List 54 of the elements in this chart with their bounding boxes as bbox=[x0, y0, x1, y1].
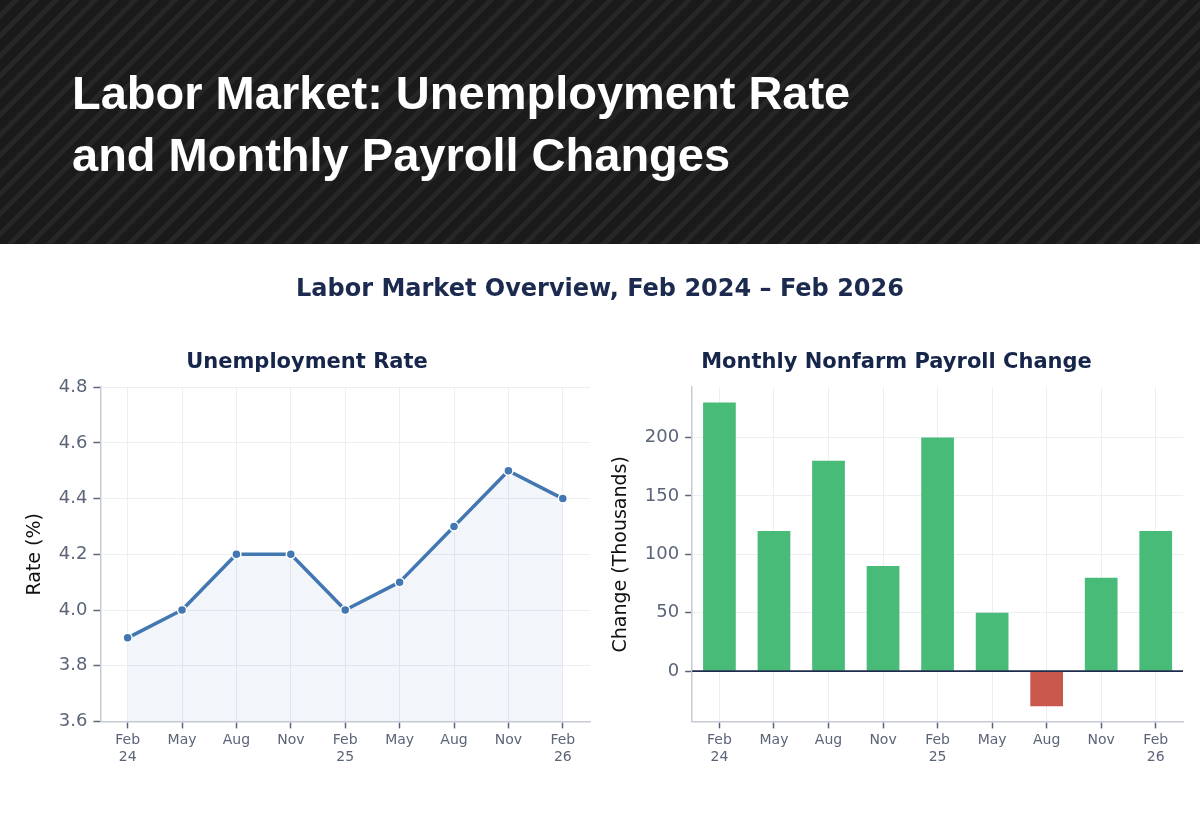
chart-title: Monthly Nonfarm Payroll Change bbox=[701, 349, 1092, 374]
y-tick-label: 4.0 bbox=[58, 597, 88, 619]
x-tick-label: Feb 26 bbox=[1143, 731, 1169, 765]
text: Labor Market: Unemployment Rate and Monthly Payroll Changes bbox=[72, 65, 852, 183]
point bbox=[122, 632, 133, 644]
y-tick-label: 4.4 bbox=[58, 486, 88, 508]
x-tick-label: May bbox=[385, 731, 415, 748]
bar bbox=[757, 530, 791, 671]
x-tick-label: Aug bbox=[1032, 731, 1061, 748]
bar bbox=[1030, 671, 1064, 707]
x-tick-label: May bbox=[977, 731, 1007, 748]
x-tick-label: Nov bbox=[1087, 731, 1115, 748]
x-tick-label: Aug bbox=[440, 731, 468, 748]
x-tick-label: May bbox=[759, 731, 789, 748]
point bbox=[339, 604, 351, 616]
y-tick-label: 3.6 bbox=[58, 709, 88, 731]
x-tick-label: Aug bbox=[222, 731, 251, 748]
x-tick-label: Feb 25 bbox=[332, 731, 358, 765]
x-tick-label: Feb 24 bbox=[707, 731, 732, 765]
bar bbox=[921, 437, 954, 671]
x-tick-label: Feb 25 bbox=[925, 731, 951, 765]
y-tick-label: 50 bbox=[656, 600, 680, 622]
y-tick-label: 4.6 bbox=[58, 430, 88, 452]
y-tick-label: 3.8 bbox=[58, 653, 88, 675]
point bbox=[285, 549, 297, 560]
text: Labor Market Overview, Feb 2024 – Feb 2026 bbox=[295, 273, 905, 304]
y-tick-label: 4.8 bbox=[58, 374, 88, 396]
x-tick-label: Aug bbox=[814, 731, 843, 748]
point bbox=[176, 604, 188, 616]
x-tick-label: Feb 26 bbox=[550, 731, 576, 765]
point bbox=[448, 521, 460, 532]
chart-title: Unemployment Rate bbox=[186, 349, 428, 374]
bar bbox=[812, 460, 845, 671]
bar bbox=[1139, 530, 1173, 671]
y-tick-label: 100 bbox=[644, 541, 680, 563]
bar bbox=[975, 612, 1009, 671]
bar bbox=[703, 402, 736, 671]
point bbox=[503, 465, 514, 476]
y-axis-title: Rate (%) bbox=[22, 513, 45, 596]
point bbox=[557, 493, 569, 504]
point bbox=[394, 576, 405, 588]
bar bbox=[866, 565, 900, 671]
x-tick-label: Nov bbox=[277, 731, 305, 748]
y-axis-title: Change (Thousands) bbox=[608, 456, 631, 653]
x-tick-label: May bbox=[167, 731, 197, 748]
y-tick-label: 4.2 bbox=[58, 541, 88, 563]
x-tick-label: Nov bbox=[869, 731, 897, 748]
x-tick-label: Feb 24 bbox=[115, 731, 141, 765]
x-tick-label: Nov bbox=[494, 731, 523, 748]
y-tick-label: 150 bbox=[644, 483, 680, 505]
bar bbox=[1084, 577, 1118, 671]
point bbox=[231, 549, 242, 560]
y-tick-label: 200 bbox=[644, 425, 680, 447]
y-tick-label: 0 bbox=[667, 658, 680, 680]
